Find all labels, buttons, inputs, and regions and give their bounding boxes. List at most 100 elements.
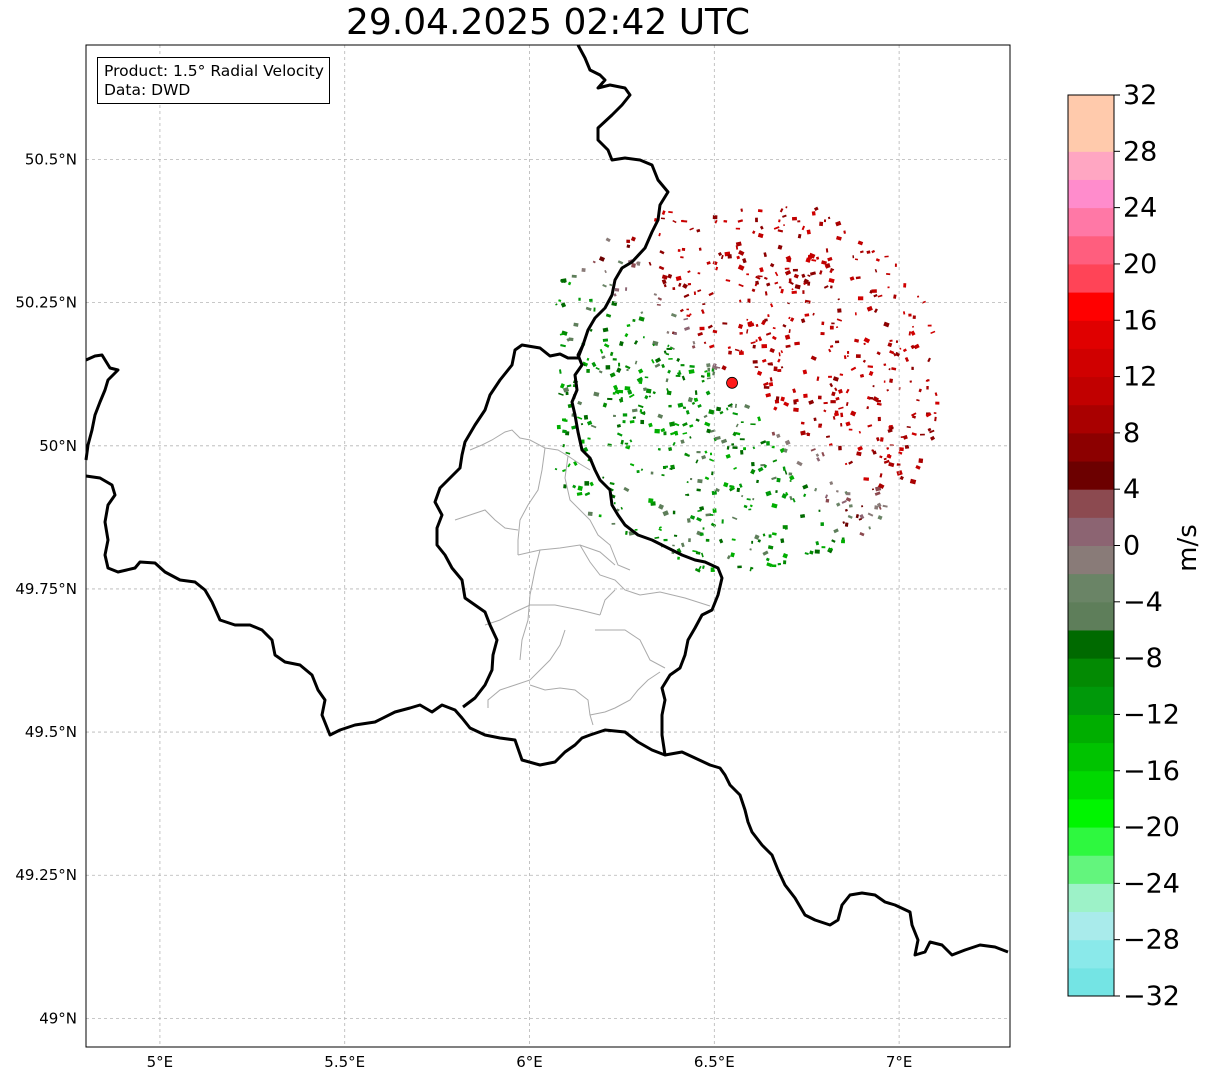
velocity-echo [833,412,840,417]
velocity-echo [903,283,907,288]
velocity-echo [739,299,742,303]
velocity-echo [927,357,931,363]
velocity-echo [761,344,768,349]
velocity-echo [637,368,644,374]
velocity-echo [731,516,738,521]
velocity-echo [757,416,762,422]
velocity-echo [696,516,702,522]
velocity-echo [843,355,847,360]
velocity-echo [850,410,857,417]
velocity-echo-layer [554,206,940,573]
velocity-echo [743,447,747,451]
velocity-echo [652,343,655,347]
velocity-echo [598,256,606,262]
velocity-echo [800,421,805,425]
velocity-echo [778,219,781,223]
velocity-echo [725,279,731,282]
velocity-echo [712,215,718,220]
velocity-echo [884,255,889,258]
velocity-echo [668,404,672,408]
velocity-echo [625,444,631,450]
velocity-echo [613,502,616,505]
velocity-echo [712,508,717,513]
data-source-label: Data: DWD [104,81,191,99]
velocity-echo [697,509,703,513]
velocity-echo [676,548,682,554]
velocity-echo [669,421,676,427]
velocity-echo [764,291,768,296]
velocity-echo [720,254,724,260]
velocity-echo [739,331,743,335]
velocity-echo [668,210,673,214]
velocity-echo [867,365,874,368]
velocity-echo [867,424,873,428]
velocity-echo [668,357,673,360]
velocity-echo [599,348,604,354]
velocity-echo [854,258,859,261]
velocity-echo [898,451,903,455]
velocity-echo [718,538,724,544]
velocity-echo [657,297,663,301]
velocity-echo [800,514,806,519]
velocity-echo [794,284,801,290]
velocity-echo [648,498,654,504]
velocity-echo [584,481,590,486]
velocity-echo [648,395,651,398]
velocity-echo [694,568,701,573]
velocity-echo [704,370,708,373]
velocity-echo [602,402,608,408]
colorbar-segment [1068,461,1114,490]
velocity-echo [792,268,798,272]
colorbar-segment [1068,517,1114,546]
velocity-echo [697,272,701,275]
velocity-echo [780,396,785,402]
velocity-echo [660,427,666,433]
velocity-echo [916,399,920,402]
velocity-echo [677,249,681,252]
velocity-echo [563,484,567,489]
velocity-echo [687,270,691,274]
colorbar-tick-label: 28 [1123,136,1157,167]
velocity-echo [837,388,843,394]
velocity-echo [893,294,897,299]
colorbar-segment [1068,770,1114,800]
velocity-echo [867,512,874,517]
velocity-echo [674,430,679,436]
velocity-echo [723,219,728,223]
velocity-echo [726,445,730,450]
velocity-echo [839,373,844,376]
velocity-echo [766,282,771,287]
velocity-echo [734,348,740,352]
velocity-echo [689,514,696,520]
velocity-echo [639,409,643,413]
velocity-echo [838,406,844,410]
velocity-echo [825,248,829,253]
velocity-echo [654,536,660,539]
velocity-echo [714,436,721,441]
velocity-echo [715,266,719,271]
velocity-echo [796,460,803,467]
velocity-echo [746,273,750,276]
velocity-echo [857,296,864,301]
velocity-echo [927,427,932,432]
velocity-echo [616,424,621,428]
velocity-echo [757,539,762,543]
velocity-echo [751,288,756,293]
velocity-echo [755,323,759,328]
velocity-echo [828,375,832,378]
velocity-echo [866,406,870,410]
velocity-echo [685,410,690,415]
velocity-echo [620,506,623,510]
velocity-echo [602,476,605,479]
velocity-echo [740,208,744,212]
velocity-echo [672,287,676,291]
velocity-echo [583,363,586,367]
velocity-echo [844,522,849,527]
velocity-echo [703,414,708,419]
colorbar: 32 28 24 20 16 12 8 4 0 −4 −8 −12 −16 −20 −24 −28 −32 [1067,80,1180,1012]
velocity-echo [933,412,937,414]
velocity-echo [711,368,715,372]
velocity-echo [784,267,790,270]
velocity-echo [658,526,662,529]
velocity-echo [752,446,756,450]
